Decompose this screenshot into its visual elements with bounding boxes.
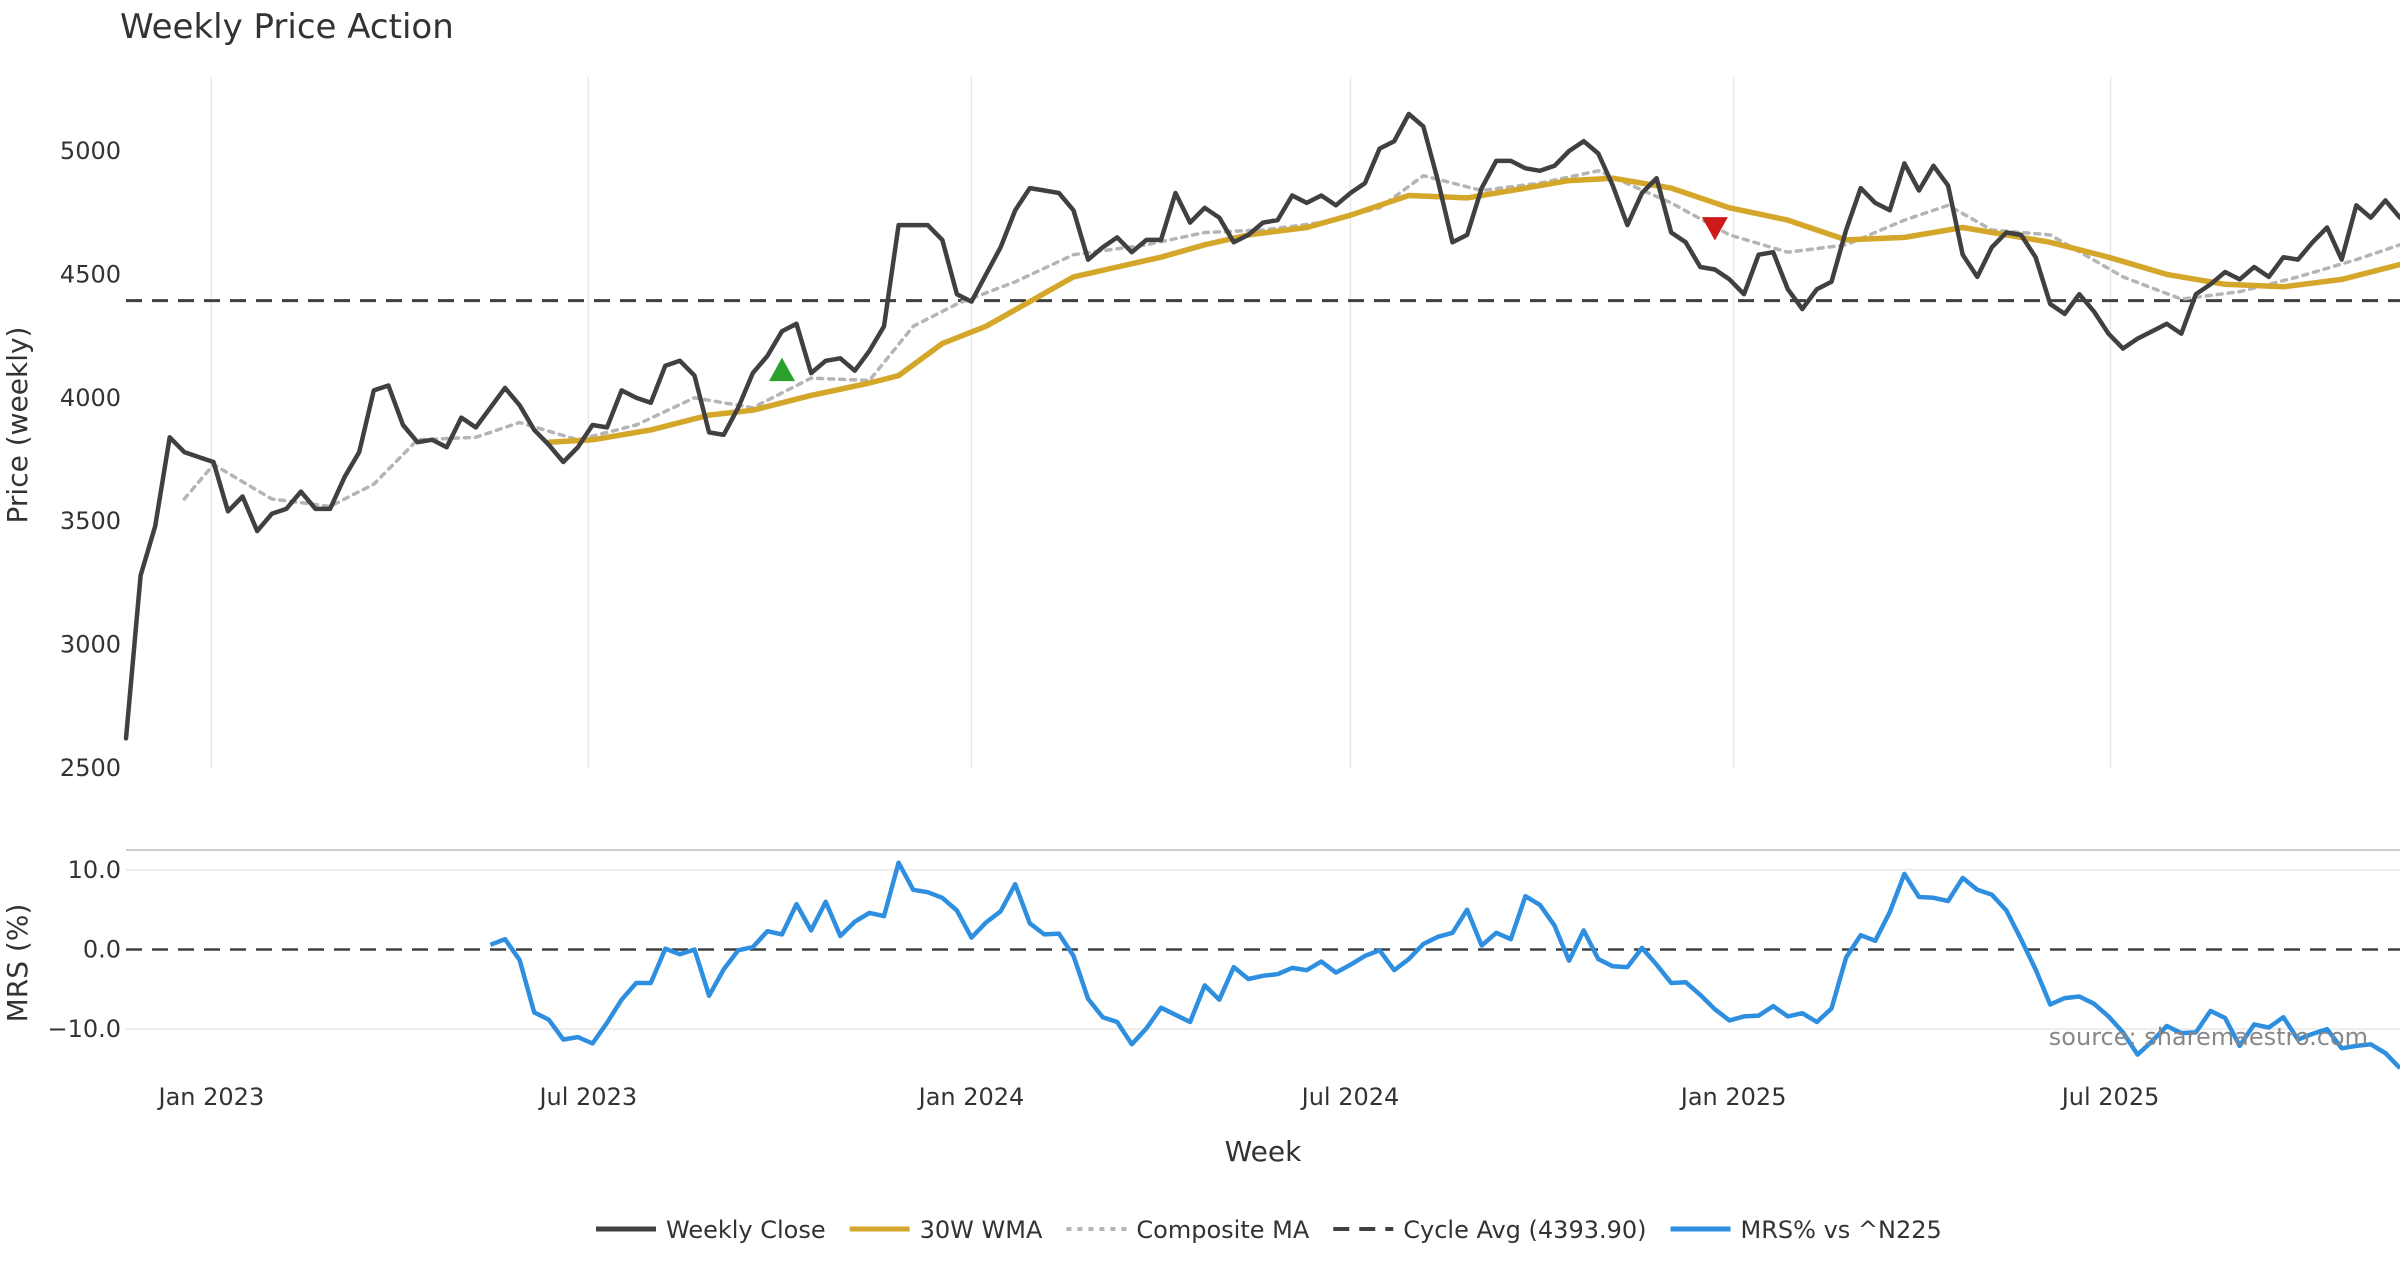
sell-signal-marker: [1701, 217, 1728, 241]
legend-label: 30W WMA: [920, 1216, 1043, 1244]
x-tick-label: Jan 2025: [1679, 1083, 1787, 1111]
signal-markers: [768, 217, 1728, 382]
price-y-axis-label: Price (weekly): [1, 327, 34, 524]
legend-item: MRS% vs ^N225: [1670, 1216, 1942, 1244]
price-y-tick-label: 5000: [60, 137, 121, 165]
price-chart-title: Weekly Price Action: [120, 7, 454, 47]
legend-item: Weekly Close: [596, 1216, 826, 1244]
mrs-y-axis-label: MRS (%): [1, 904, 34, 1023]
reference-lines: [126, 299, 2400, 951]
legend-label: Cycle Avg (4393.90): [1403, 1216, 1646, 1244]
wma-30w-line: [545, 175, 2400, 445]
price-y-tick-label: 3500: [60, 507, 121, 535]
legend-item: 30W WMA: [849, 1216, 1043, 1244]
price-y-tick-label: 3000: [60, 631, 121, 659]
grid-lines: [126, 77, 2400, 1030]
weekly-close-line: [123, 111, 2400, 741]
composite-ma-line: [182, 169, 2400, 509]
legend-item: Cycle Avg (4393.90): [1333, 1216, 1647, 1244]
x-tick-label: Jul 2024: [1300, 1083, 1400, 1111]
mrs-y-tick-label: −10.0: [47, 1015, 121, 1043]
legend: Weekly Close 30W WMA Composite MA Cycle Avg…: [596, 1216, 1942, 1244]
mrs-line: [489, 860, 2400, 1070]
buy-signal-marker: [768, 357, 795, 382]
x-tick-label: Jan 2023: [157, 1083, 265, 1111]
price-y-tick-label: 4500: [60, 260, 121, 288]
mrs-y-tick-label: 0.0: [83, 936, 121, 964]
legend-label: Weekly Close: [666, 1216, 826, 1244]
x-tick-label: Jul 2025: [2060, 1083, 2160, 1111]
legend-label: Composite MA: [1136, 1216, 1309, 1244]
price-y-tick-label: 2500: [60, 754, 121, 782]
legend-item: Composite MA: [1066, 1216, 1310, 1244]
price-y-tick-label: 4000: [60, 384, 121, 412]
x-tick-label: Jul 2023: [537, 1083, 637, 1111]
x-axis-label: Week: [1225, 1135, 1302, 1168]
legend-label: MRS% vs ^N225: [1741, 1216, 1942, 1244]
source-note: source: sharemaestro.com: [2049, 1023, 2368, 1051]
series-lines: [123, 111, 2400, 1070]
x-tick-label: Jan 2024: [917, 1083, 1025, 1111]
mrs-y-tick-label: 10.0: [68, 856, 121, 884]
axis-ticks: Jan 2023 Jul 2023 Jan 2024 Jul 2024 Jan 2025…: [47, 137, 2159, 1111]
